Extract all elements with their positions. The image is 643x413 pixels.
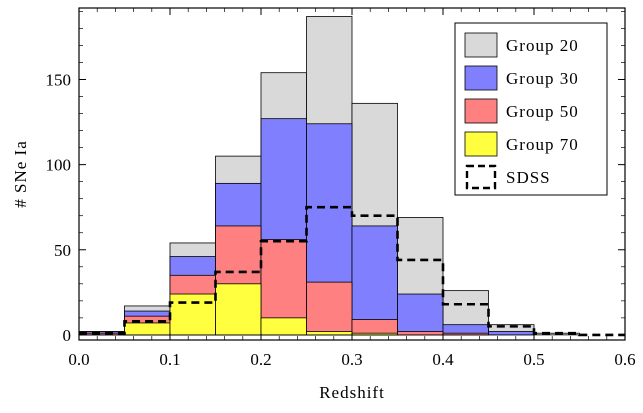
bar-group-50-bin-8 <box>442 332 489 336</box>
legend-swatch <box>464 32 498 58</box>
bar-group-70-bin-5 <box>306 331 353 336</box>
bars-layer <box>78 16 580 336</box>
bar-group-30-bin-6 <box>351 225 398 336</box>
legend-label: Group 50 <box>506 102 579 121</box>
bar-group-70-bin-6 <box>351 332 398 336</box>
legend-swatch <box>464 65 498 91</box>
bar-group-70-bin-2 <box>169 293 216 336</box>
bar-group-30-bin-9 <box>488 331 535 336</box>
bar-group-50-bin-7 <box>397 331 444 336</box>
series-group-70 <box>124 283 398 336</box>
x-tick-label: 0.1 <box>159 350 180 369</box>
legend-label: Group 30 <box>506 69 579 88</box>
legend-label: SDSS <box>506 168 551 187</box>
legend-item-group-30: Group 30 <box>464 65 579 91</box>
bar-group-70-bin-3 <box>215 283 262 336</box>
x-tick-label: 0.0 <box>68 350 89 369</box>
series-sdss-step-line <box>79 205 625 337</box>
x-tick-label: 0.5 <box>523 350 544 369</box>
x-tick-label: 0.3 <box>341 350 362 369</box>
x-tick-label: 0.4 <box>432 350 454 369</box>
legend-swatch <box>465 164 497 190</box>
axis-ticks: 0.0 0.1 0.2 0.3 0.4 0.5 0.6 0 50 100 150 <box>46 8 636 369</box>
x-tick-label: 0.2 <box>250 350 271 369</box>
legend-label: Group 20 <box>506 36 579 55</box>
y-tick-label: 150 <box>46 71 72 90</box>
legend-swatch <box>464 98 498 124</box>
legend-item-group-50: Group 50 <box>464 98 579 124</box>
x-tick-label: 0.6 <box>614 350 635 369</box>
y-axis-label: # SNe Ia <box>11 140 30 207</box>
y-tick-label: 50 <box>54 241 71 260</box>
y-tick-label: 0 <box>63 326 72 345</box>
bar-group-70-bin-1 <box>124 322 171 336</box>
x-axis-label: Redshift <box>319 383 385 402</box>
bar-group-30-bin-7 <box>397 293 444 336</box>
legend-swatch <box>464 131 498 157</box>
bar-group-50-bin-5 <box>306 281 353 336</box>
legend-item-group-70: Group 70 <box>464 131 579 157</box>
legend-item-group-20: Group 20 <box>464 32 579 58</box>
legend-item-sdss: SDSS <box>465 164 551 190</box>
bar-group-50-bin-6 <box>351 319 398 336</box>
legend: Group 20 Group 30 Group 50 Group 70 SDSS <box>454 22 608 196</box>
sdss-line-layer <box>79 205 625 337</box>
bar-group-70-bin-4 <box>260 317 307 336</box>
y-tick-label: 100 <box>46 156 72 175</box>
legend-label: Group 70 <box>506 135 579 154</box>
